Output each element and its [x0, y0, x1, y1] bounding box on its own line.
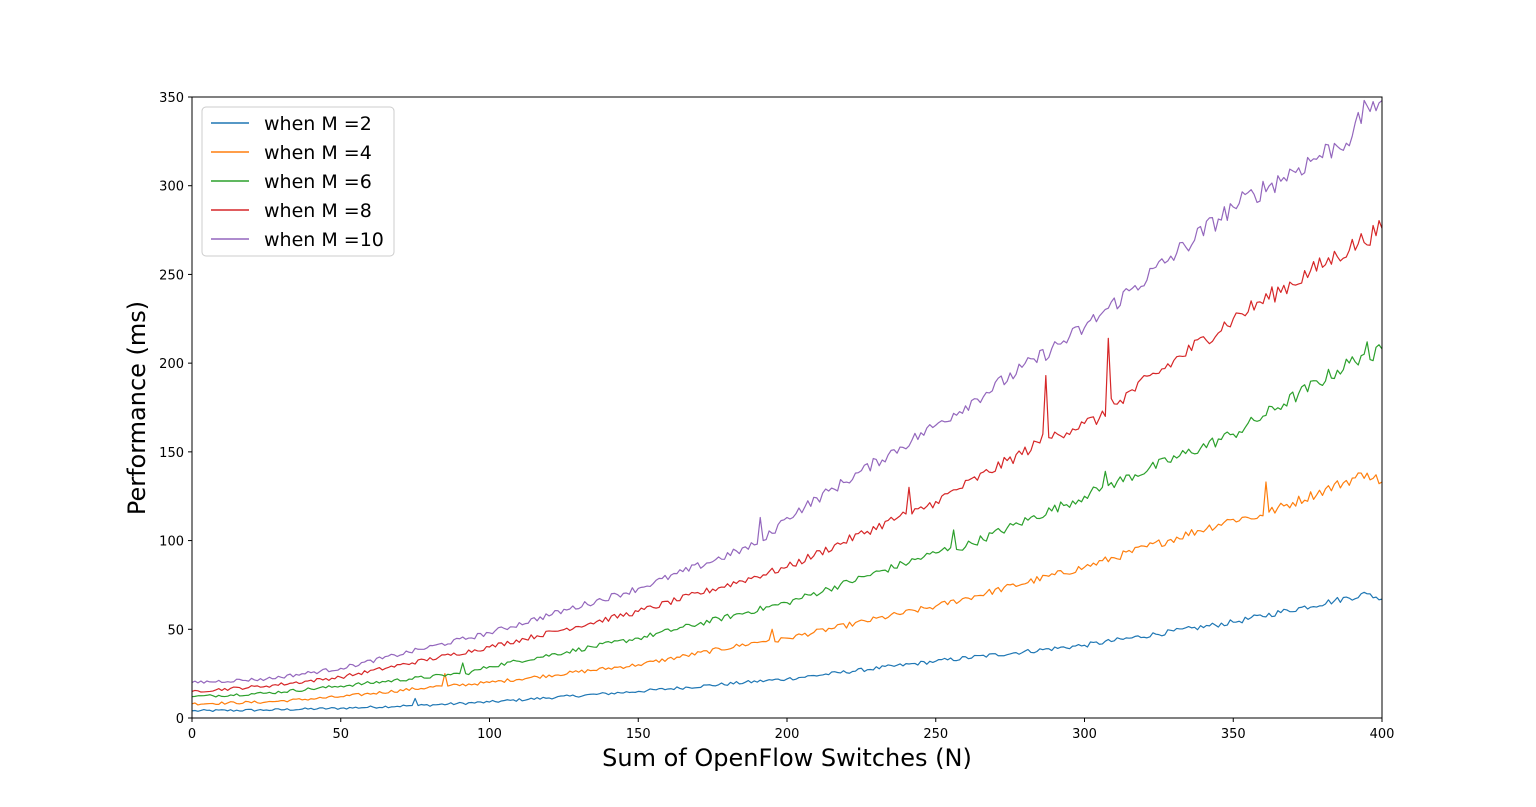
series-line-3 [191, 341, 1383, 698]
y-tick-label: 200 [159, 357, 184, 372]
legend-label-4: when M =8 [264, 200, 372, 222]
legend-label-2: when M =4 [264, 142, 372, 164]
x-tick-label: 300 [1072, 727, 1097, 742]
legend-label-5: when M =10 [264, 229, 384, 251]
legend-box [201, 106, 395, 257]
legend-label-3: when M =6 [264, 171, 372, 193]
y-tick-label: 0 [176, 712, 184, 727]
y-tick-label: 300 [159, 180, 184, 195]
x-tick-label: 150 [626, 727, 651, 742]
y-axis-ticks: 0 50 100 150 200 250 300 350 [159, 91, 192, 727]
legend-label-1: when M =2 [264, 113, 372, 135]
legend-items: when M =2 when M =4 when M =6 when M =8 when… [211, 113, 384, 251]
x-tick-label: 400 [1370, 727, 1395, 742]
y-tick-label: 50 [167, 623, 184, 638]
y-tick-label: 100 [159, 535, 184, 550]
y-tick-label: 150 [159, 446, 184, 461]
x-axis-ticks: 0 50 100 150 200 250 300 350 400 [188, 718, 1395, 742]
x-axis-label: Sum of OpenFlow Switches (N) [602, 744, 972, 772]
x-tick-label: 0 [188, 727, 196, 742]
x-tick-label: 200 [775, 727, 800, 742]
y-tick-label: 250 [159, 268, 184, 283]
y-tick-label: 350 [159, 91, 184, 106]
series-layer [191, 99, 1383, 713]
series-line-1 [191, 591, 1383, 713]
x-tick-label: 350 [1221, 727, 1246, 742]
x-tick-label: 250 [923, 727, 948, 742]
x-tick-label: 50 [332, 727, 349, 742]
series-line-5 [191, 99, 1383, 684]
y-axis-label: Performance (ms) [123, 301, 151, 515]
series-line-2 [191, 472, 1383, 706]
x-tick-label: 100 [477, 727, 502, 742]
series-line-4 [191, 220, 1383, 693]
legend: when M =2 when M =4 when M =6 when M =8 when… [201, 106, 395, 257]
